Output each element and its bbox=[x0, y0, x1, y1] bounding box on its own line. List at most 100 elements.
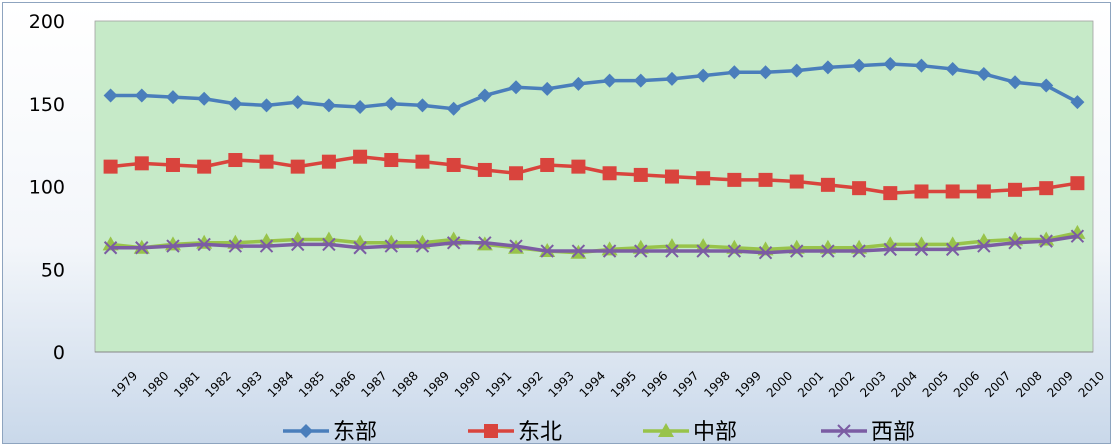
y-tick-label: 100 bbox=[29, 177, 65, 199]
legend-marker-2 bbox=[658, 423, 674, 437]
data-point-3 bbox=[446, 236, 461, 250]
data-point-2 bbox=[913, 236, 930, 251]
legend-label-3: 西部 bbox=[871, 420, 915, 445]
x-tick-label: 1996 bbox=[639, 369, 670, 400]
data-point-3 bbox=[415, 239, 430, 253]
y-tick-label: 50 bbox=[41, 259, 65, 281]
x-tick-label: 1986 bbox=[327, 369, 358, 400]
x-tick-label: 1993 bbox=[545, 369, 576, 400]
data-point-3 bbox=[914, 242, 929, 257]
plot-area bbox=[94, 20, 1094, 353]
x-tick-label: 2001 bbox=[795, 369, 826, 400]
data-point-0 bbox=[228, 96, 243, 111]
data-point-1 bbox=[103, 159, 118, 174]
x-tick-label: 1983 bbox=[234, 369, 265, 400]
x-tick-label: 1990 bbox=[452, 369, 483, 400]
data-point-0 bbox=[664, 71, 679, 86]
legend-marker-3 bbox=[837, 424, 851, 438]
data-point-1 bbox=[165, 157, 180, 172]
x-tick-label: 1995 bbox=[608, 369, 639, 400]
x-tick-label: 1980 bbox=[140, 369, 171, 400]
data-point-0 bbox=[477, 88, 492, 103]
data-point-3 bbox=[790, 244, 804, 258]
data-point-3 bbox=[1039, 234, 1053, 248]
x-tick-label: 1981 bbox=[171, 369, 202, 400]
x-tick-label: 1998 bbox=[701, 369, 732, 400]
data-point-1 bbox=[758, 172, 773, 187]
x-tick-label: 1984 bbox=[265, 369, 296, 400]
data-point-1 bbox=[883, 186, 898, 201]
legend-label-0: 东部 bbox=[333, 420, 377, 445]
data-point-3 bbox=[821, 244, 835, 258]
x-tick-label: 2004 bbox=[889, 369, 920, 400]
x-tick-label: 1982 bbox=[202, 369, 233, 400]
data-point-0 bbox=[820, 60, 835, 75]
line-chart: 0 50 100 150 200 1979 1980 1981 1982 1983 1984 1985… bbox=[29, 11, 1107, 445]
data-point-1 bbox=[197, 159, 212, 174]
data-point-0 bbox=[446, 101, 461, 116]
x-tick-label: 1987 bbox=[358, 369, 389, 400]
x-tick-label: 2005 bbox=[920, 369, 951, 400]
data-point-0 bbox=[259, 98, 274, 113]
data-point-2 bbox=[944, 236, 961, 251]
data-point-0 bbox=[103, 88, 118, 103]
y-tick-label: 150 bbox=[29, 94, 65, 116]
x-tick-label: 2009 bbox=[1044, 369, 1075, 400]
data-point-3 bbox=[1008, 236, 1022, 250]
data-point-3 bbox=[727, 244, 742, 258]
x-tick-label: 1989 bbox=[421, 369, 452, 400]
data-point-0 bbox=[384, 96, 399, 111]
data-point-1 bbox=[353, 149, 368, 164]
data-point-3 bbox=[103, 241, 118, 255]
legend-marker-1 bbox=[484, 424, 498, 438]
data-point-1 bbox=[1008, 182, 1023, 197]
legend-marker-0 bbox=[299, 424, 313, 438]
data-point-0 bbox=[789, 63, 804, 78]
data-point-3 bbox=[634, 244, 648, 258]
data-point-0 bbox=[883, 57, 898, 72]
data-point-3 bbox=[977, 239, 991, 253]
data-point-3 bbox=[135, 241, 149, 255]
data-point-1 bbox=[228, 153, 243, 168]
data-point-1 bbox=[384, 153, 399, 168]
data-point-2 bbox=[882, 236, 899, 251]
data-point-2 bbox=[663, 238, 680, 253]
data-point-2 bbox=[352, 234, 369, 249]
x-tick-label: 1999 bbox=[733, 369, 764, 400]
data-point-0 bbox=[321, 98, 336, 113]
x-tick-label: 1992 bbox=[514, 369, 545, 400]
x-tick-label: 2008 bbox=[1013, 369, 1044, 400]
data-point-3 bbox=[509, 239, 523, 253]
data-point-1 bbox=[477, 162, 492, 177]
data-point-0 bbox=[165, 90, 180, 105]
data-point-3 bbox=[228, 239, 243, 253]
data-point-1 bbox=[852, 181, 867, 196]
data-point-3 bbox=[540, 244, 554, 258]
data-point-3 bbox=[384, 239, 398, 253]
data-point-1 bbox=[602, 166, 617, 181]
data-point-3 bbox=[883, 242, 897, 257]
data-point-0 bbox=[1008, 75, 1023, 90]
data-point-1 bbox=[134, 156, 149, 171]
data-point-1 bbox=[446, 157, 461, 172]
data-point-0 bbox=[852, 58, 867, 73]
data-point-1 bbox=[820, 177, 835, 192]
x-tick-label: 2000 bbox=[764, 369, 795, 400]
x-tick-label: 2003 bbox=[857, 369, 888, 400]
legend-label-2: 中部 bbox=[693, 420, 737, 445]
data-point-0 bbox=[415, 98, 430, 113]
data-point-0 bbox=[571, 76, 586, 91]
data-point-3 bbox=[852, 244, 866, 258]
data-point-3 bbox=[665, 244, 679, 258]
series-line-3 bbox=[110, 234, 1078, 255]
data-point-2 bbox=[320, 231, 337, 246]
data-point-1 bbox=[1039, 181, 1054, 196]
data-point-1 bbox=[571, 159, 586, 174]
data-point-2 bbox=[695, 238, 712, 253]
data-point-3 bbox=[945, 242, 960, 257]
data-point-1 bbox=[945, 184, 960, 199]
data-point-0 bbox=[602, 73, 617, 88]
x-tick-label: 2006 bbox=[951, 369, 982, 400]
data-point-3 bbox=[478, 236, 492, 250]
